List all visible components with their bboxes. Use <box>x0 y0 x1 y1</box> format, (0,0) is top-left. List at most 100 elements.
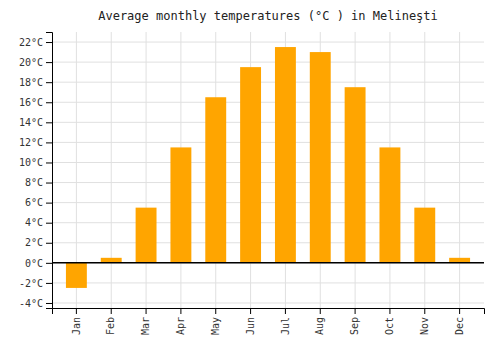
tick-mark <box>285 308 286 314</box>
grid-line <box>424 32 425 308</box>
tick-mark <box>389 308 390 314</box>
tick: 16°C <box>19 97 52 108</box>
axis-line <box>46 33 53 309</box>
tick-label: Sep <box>349 317 360 335</box>
tick-label: 16°C <box>19 97 43 108</box>
grid-line <box>52 62 484 63</box>
tick-label: Jan <box>71 317 82 335</box>
title: Average monthly temperatures (°C ) in Me… <box>98 9 438 23</box>
chart: -4°C -2°C 0°C 2°C 4°C 6°C 8°C 10°C 12°C 14°C 16°C 1… <box>0 0 500 350</box>
axis-line <box>53 309 485 315</box>
tick: Nov <box>419 308 430 335</box>
tick-mark <box>46 62 52 63</box>
grid-line <box>52 42 484 43</box>
tick-label: 20°C <box>19 57 43 68</box>
tick-label: Dec <box>454 317 465 335</box>
tick: 0°C <box>25 258 52 269</box>
tick-mark <box>320 308 321 314</box>
tick-mark <box>46 142 52 143</box>
tick: 20°C <box>19 57 52 68</box>
tick-label: 2°C <box>25 237 43 248</box>
tick-mark <box>355 308 356 314</box>
tick-mark <box>459 308 460 314</box>
tick: May <box>210 308 221 335</box>
grid-line <box>52 162 484 163</box>
tick-label: Oct <box>384 317 395 335</box>
tick-label: Feb <box>105 317 116 335</box>
tick-label: 0°C <box>25 258 43 269</box>
tick: Apr <box>175 308 186 335</box>
tick-mark <box>46 102 52 103</box>
tick-mark <box>111 308 112 314</box>
tick: Jan <box>71 308 82 335</box>
bar <box>449 258 470 263</box>
tick-label: 22°C <box>19 37 43 48</box>
grid-line <box>146 32 147 308</box>
bar <box>414 208 435 263</box>
tick-mark <box>46 122 52 123</box>
tick-mark <box>46 263 52 264</box>
tick: 14°C <box>19 117 52 128</box>
tick: 2°C <box>25 237 52 248</box>
bar <box>275 47 296 263</box>
plot: -4°C -2°C 0°C 2°C 4°C 6°C 8°C 10°C 12°C 14°C 16°C 1… <box>19 32 485 335</box>
tick-mark <box>250 308 251 314</box>
bars <box>66 47 470 288</box>
zero-line <box>52 262 484 264</box>
grid-line <box>52 142 484 143</box>
tick: Dec <box>454 308 465 335</box>
tick: Feb <box>105 308 116 335</box>
tick-label: -4°C <box>19 298 43 309</box>
tick-mark <box>46 42 52 43</box>
grid-line <box>459 32 460 308</box>
bar <box>205 97 226 263</box>
tick-label: Jun <box>245 317 256 335</box>
grid-line <box>52 182 484 183</box>
tick-mark <box>76 308 77 314</box>
tick-mark <box>424 308 425 314</box>
tick-label: 8°C <box>25 177 43 188</box>
bar <box>379 147 400 262</box>
x-axis: JanFebMarAprMayJunJulAugSepOctNovDec <box>53 308 485 335</box>
tick-label: 14°C <box>19 117 43 128</box>
tick: 12°C <box>19 137 52 148</box>
tick: -4°C <box>19 298 52 309</box>
tick-mark <box>180 308 181 314</box>
grid-line <box>52 202 484 203</box>
grid-line <box>52 102 484 103</box>
tick-label: 4°C <box>25 217 43 228</box>
tick: 22°C <box>19 37 52 48</box>
bar <box>101 258 122 263</box>
tick-mark <box>46 243 52 244</box>
tick-mark <box>215 308 216 314</box>
tick: 10°C <box>19 157 52 168</box>
grid-line <box>52 122 484 123</box>
tick: 8°C <box>25 177 52 188</box>
bar <box>66 263 87 288</box>
tick-label: Mar <box>140 317 151 335</box>
bar <box>240 67 261 263</box>
bar <box>170 147 191 262</box>
tick-label: May <box>210 317 221 335</box>
grid-line <box>52 282 484 283</box>
grid-line <box>52 82 484 83</box>
grid-line <box>111 32 112 308</box>
tick: Sep <box>349 308 360 335</box>
tick: 6°C <box>25 197 52 208</box>
tick-label: 12°C <box>19 137 43 148</box>
tick-label: Nov <box>419 317 430 335</box>
tick-label: 18°C <box>19 77 43 88</box>
tick-mark <box>46 183 52 184</box>
grid <box>52 32 484 308</box>
tick-label: 10°C <box>19 157 43 168</box>
tick: -2°C <box>19 278 52 289</box>
tick-mark <box>46 223 52 224</box>
tick: 4°C <box>25 217 52 228</box>
tick-label: Jul <box>280 317 291 335</box>
tick-mark <box>46 283 52 284</box>
tick-label: -2°C <box>19 278 43 289</box>
bar <box>310 52 331 263</box>
grid-line <box>52 262 484 263</box>
tick-mark <box>46 203 52 204</box>
tick: Mar <box>140 308 151 335</box>
